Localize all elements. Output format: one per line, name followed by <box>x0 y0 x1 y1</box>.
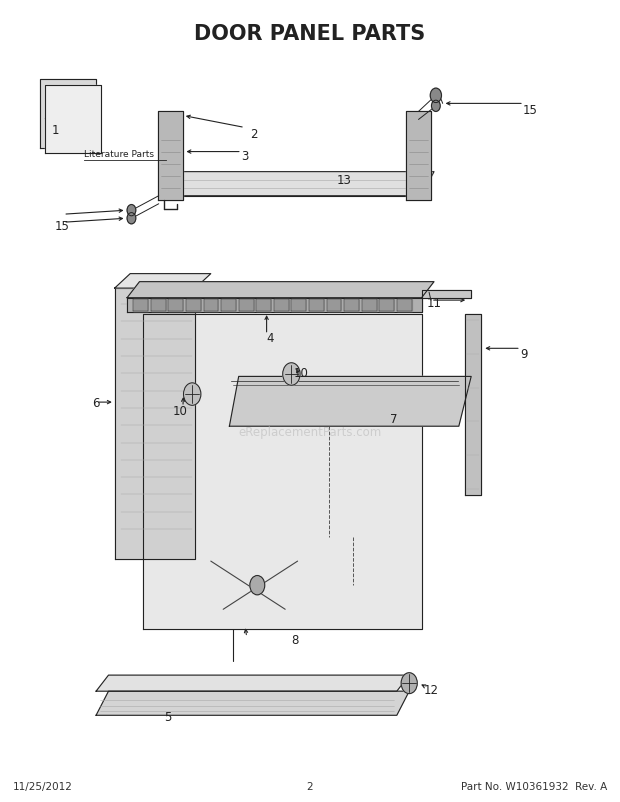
Polygon shape <box>422 290 471 298</box>
Polygon shape <box>96 675 409 691</box>
Text: 13: 13 <box>337 174 352 187</box>
Polygon shape <box>169 300 184 311</box>
Polygon shape <box>133 300 148 311</box>
Polygon shape <box>115 274 211 289</box>
Polygon shape <box>151 300 166 311</box>
Text: 11/25/2012: 11/25/2012 <box>12 781 73 791</box>
Polygon shape <box>127 298 422 313</box>
Text: 3: 3 <box>241 150 249 163</box>
Polygon shape <box>327 300 342 311</box>
Polygon shape <box>115 289 195 560</box>
Circle shape <box>127 205 136 217</box>
Text: 2: 2 <box>250 128 258 140</box>
Text: eReplacementParts.com: eReplacementParts.com <box>238 425 382 438</box>
Polygon shape <box>229 377 471 427</box>
Circle shape <box>430 89 441 103</box>
Text: Literature Parts: Literature Parts <box>84 149 154 159</box>
Text: Part No. W10361932  Rev. A: Part No. W10361932 Rev. A <box>461 781 608 791</box>
Text: 15: 15 <box>523 104 538 117</box>
Text: 4: 4 <box>266 332 273 345</box>
Polygon shape <box>256 300 271 311</box>
Text: 7: 7 <box>390 412 397 425</box>
Text: 6: 6 <box>92 396 100 409</box>
Circle shape <box>184 383 201 406</box>
Polygon shape <box>203 300 218 311</box>
Polygon shape <box>221 300 236 311</box>
Text: 9: 9 <box>520 348 528 361</box>
Polygon shape <box>397 300 412 311</box>
Polygon shape <box>309 300 324 311</box>
Polygon shape <box>239 300 254 311</box>
Circle shape <box>250 576 265 595</box>
Polygon shape <box>186 300 201 311</box>
Text: 12: 12 <box>423 683 438 696</box>
Polygon shape <box>143 314 422 630</box>
Text: 8: 8 <box>291 634 298 646</box>
Circle shape <box>127 213 136 225</box>
Polygon shape <box>96 691 409 715</box>
Text: DOOR PANEL PARTS: DOOR PANEL PARTS <box>195 24 425 43</box>
Polygon shape <box>127 282 434 298</box>
Text: 15: 15 <box>55 220 69 233</box>
Text: 10: 10 <box>293 367 308 379</box>
Polygon shape <box>361 300 376 311</box>
Polygon shape <box>274 300 289 311</box>
Polygon shape <box>45 86 101 154</box>
Polygon shape <box>161 172 434 196</box>
Polygon shape <box>40 80 96 148</box>
Polygon shape <box>379 300 394 311</box>
Circle shape <box>432 101 440 112</box>
Polygon shape <box>344 300 359 311</box>
Text: 10: 10 <box>172 404 187 417</box>
Polygon shape <box>465 314 480 496</box>
Circle shape <box>401 673 417 694</box>
Polygon shape <box>158 112 183 200</box>
Text: 2: 2 <box>307 781 313 791</box>
Text: 5: 5 <box>164 710 171 723</box>
Text: 11: 11 <box>427 297 441 310</box>
Text: 1: 1 <box>52 124 60 136</box>
Polygon shape <box>406 112 431 200</box>
Circle shape <box>283 363 300 386</box>
Polygon shape <box>291 300 306 311</box>
